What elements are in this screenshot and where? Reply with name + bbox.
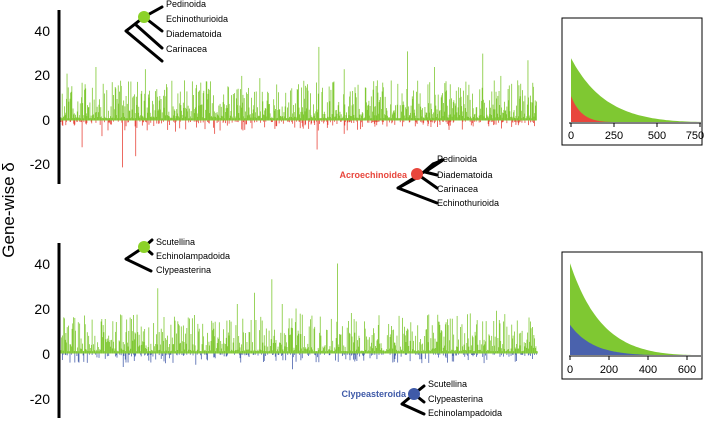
bottom-ytick-40: 40 xyxy=(34,256,50,272)
inset-area-red xyxy=(571,96,613,122)
bottom-inset-xtick-400: 400 xyxy=(639,364,657,376)
top-bars xyxy=(60,46,537,168)
top-tree-green-tip-1: Pedinoida xyxy=(166,0,206,9)
top-inset-xtick-250: 250 xyxy=(605,130,623,142)
bottom-inset-areas xyxy=(570,263,694,355)
tree-branches xyxy=(396,158,445,205)
top-tree-red-tip-3: Carinacea xyxy=(437,184,478,194)
top-tree-green-tip-4: Carinacea xyxy=(166,44,207,54)
top-tree-green-tip-2: Echinothurioida xyxy=(166,14,228,24)
top-tree-green: Pedinoida Echinothurioida Diadematoida C… xyxy=(124,0,228,63)
tree-node-blue xyxy=(408,388,420,400)
bottom-ytick-neg20: -20 xyxy=(30,391,50,407)
bottom-tree-green-tip-3: Clypeasterina xyxy=(156,265,211,275)
bottom-inset-xtick-600: 600 xyxy=(678,364,696,376)
top-panel: 40 20 0 -20 0 250 500 750 Pedinoida Echi… xyxy=(30,0,707,208)
top-ytick-40: 40 xyxy=(34,23,50,39)
tree-node-red xyxy=(411,168,423,180)
bottom-tree-green-tip-2: Echinolampadoida xyxy=(156,251,230,261)
bottom-tree-blue: Clypeasteroida Scutellina Clypeasterina … xyxy=(341,379,502,418)
top-tree-red-label: Acroechinoidea xyxy=(339,170,408,180)
inset-area-green xyxy=(571,58,707,122)
inset-area-green xyxy=(570,263,694,355)
top-inset-xtick-750: 750 xyxy=(686,130,704,142)
tree-node-green xyxy=(138,11,150,23)
bottom-panel: 40 20 0 -20 0 200 400 600 Scutellina Ech… xyxy=(30,237,703,418)
bottom-tree-green: Scutellina Echinolampadoida Clypeasterin… xyxy=(124,237,230,275)
inset-area-blue xyxy=(570,324,656,355)
bottom-ytick-20: 20 xyxy=(34,301,50,317)
top-tree-green-tip-3: Diadematoida xyxy=(166,29,222,39)
y-axis-label: Gene-wise δ xyxy=(0,162,18,257)
top-tree-red-tip-2: Diadematoida xyxy=(437,170,493,180)
tree-node-green xyxy=(138,241,150,253)
top-inset-xtick-0: 0 xyxy=(568,130,574,142)
top-inset-frame xyxy=(561,17,703,146)
top-tree-red: Acroechinoidea Pedinoida Diadematoida Ca… xyxy=(339,154,499,208)
top-inset: 0 250 500 750 xyxy=(561,17,707,146)
top-ytick-20: 20 xyxy=(34,67,50,83)
top-tree-red-tip-1: Pedinoida xyxy=(437,154,477,164)
top-inset-areas xyxy=(571,58,707,122)
top-ytick-0: 0 xyxy=(42,112,50,128)
bottom-ytick-0: 0 xyxy=(42,346,50,362)
top-ytick-neg20: -20 xyxy=(30,156,50,172)
top-tree-red-tip-4: Echinothurioida xyxy=(437,198,499,208)
bottom-bars xyxy=(60,263,538,370)
bottom-tree-blue-label: Clypeasteroida xyxy=(341,389,407,399)
bottom-tree-blue-tip-2: Clypeasterina xyxy=(428,394,483,404)
bottom-inset-frame xyxy=(561,251,703,380)
bottom-tree-green-tip-1: Scutellina xyxy=(156,237,195,247)
bottom-tree-blue-tip-3: Echinolampadoida xyxy=(428,408,502,418)
bottom-inset-xtick-200: 200 xyxy=(600,364,618,376)
bottom-inset-xtick-0: 0 xyxy=(567,364,573,376)
bottom-tree-blue-tip-1: Scutellina xyxy=(428,379,467,389)
top-inset-xtick-500: 500 xyxy=(648,130,666,142)
bottom-inset: 0 200 400 600 xyxy=(561,251,703,380)
